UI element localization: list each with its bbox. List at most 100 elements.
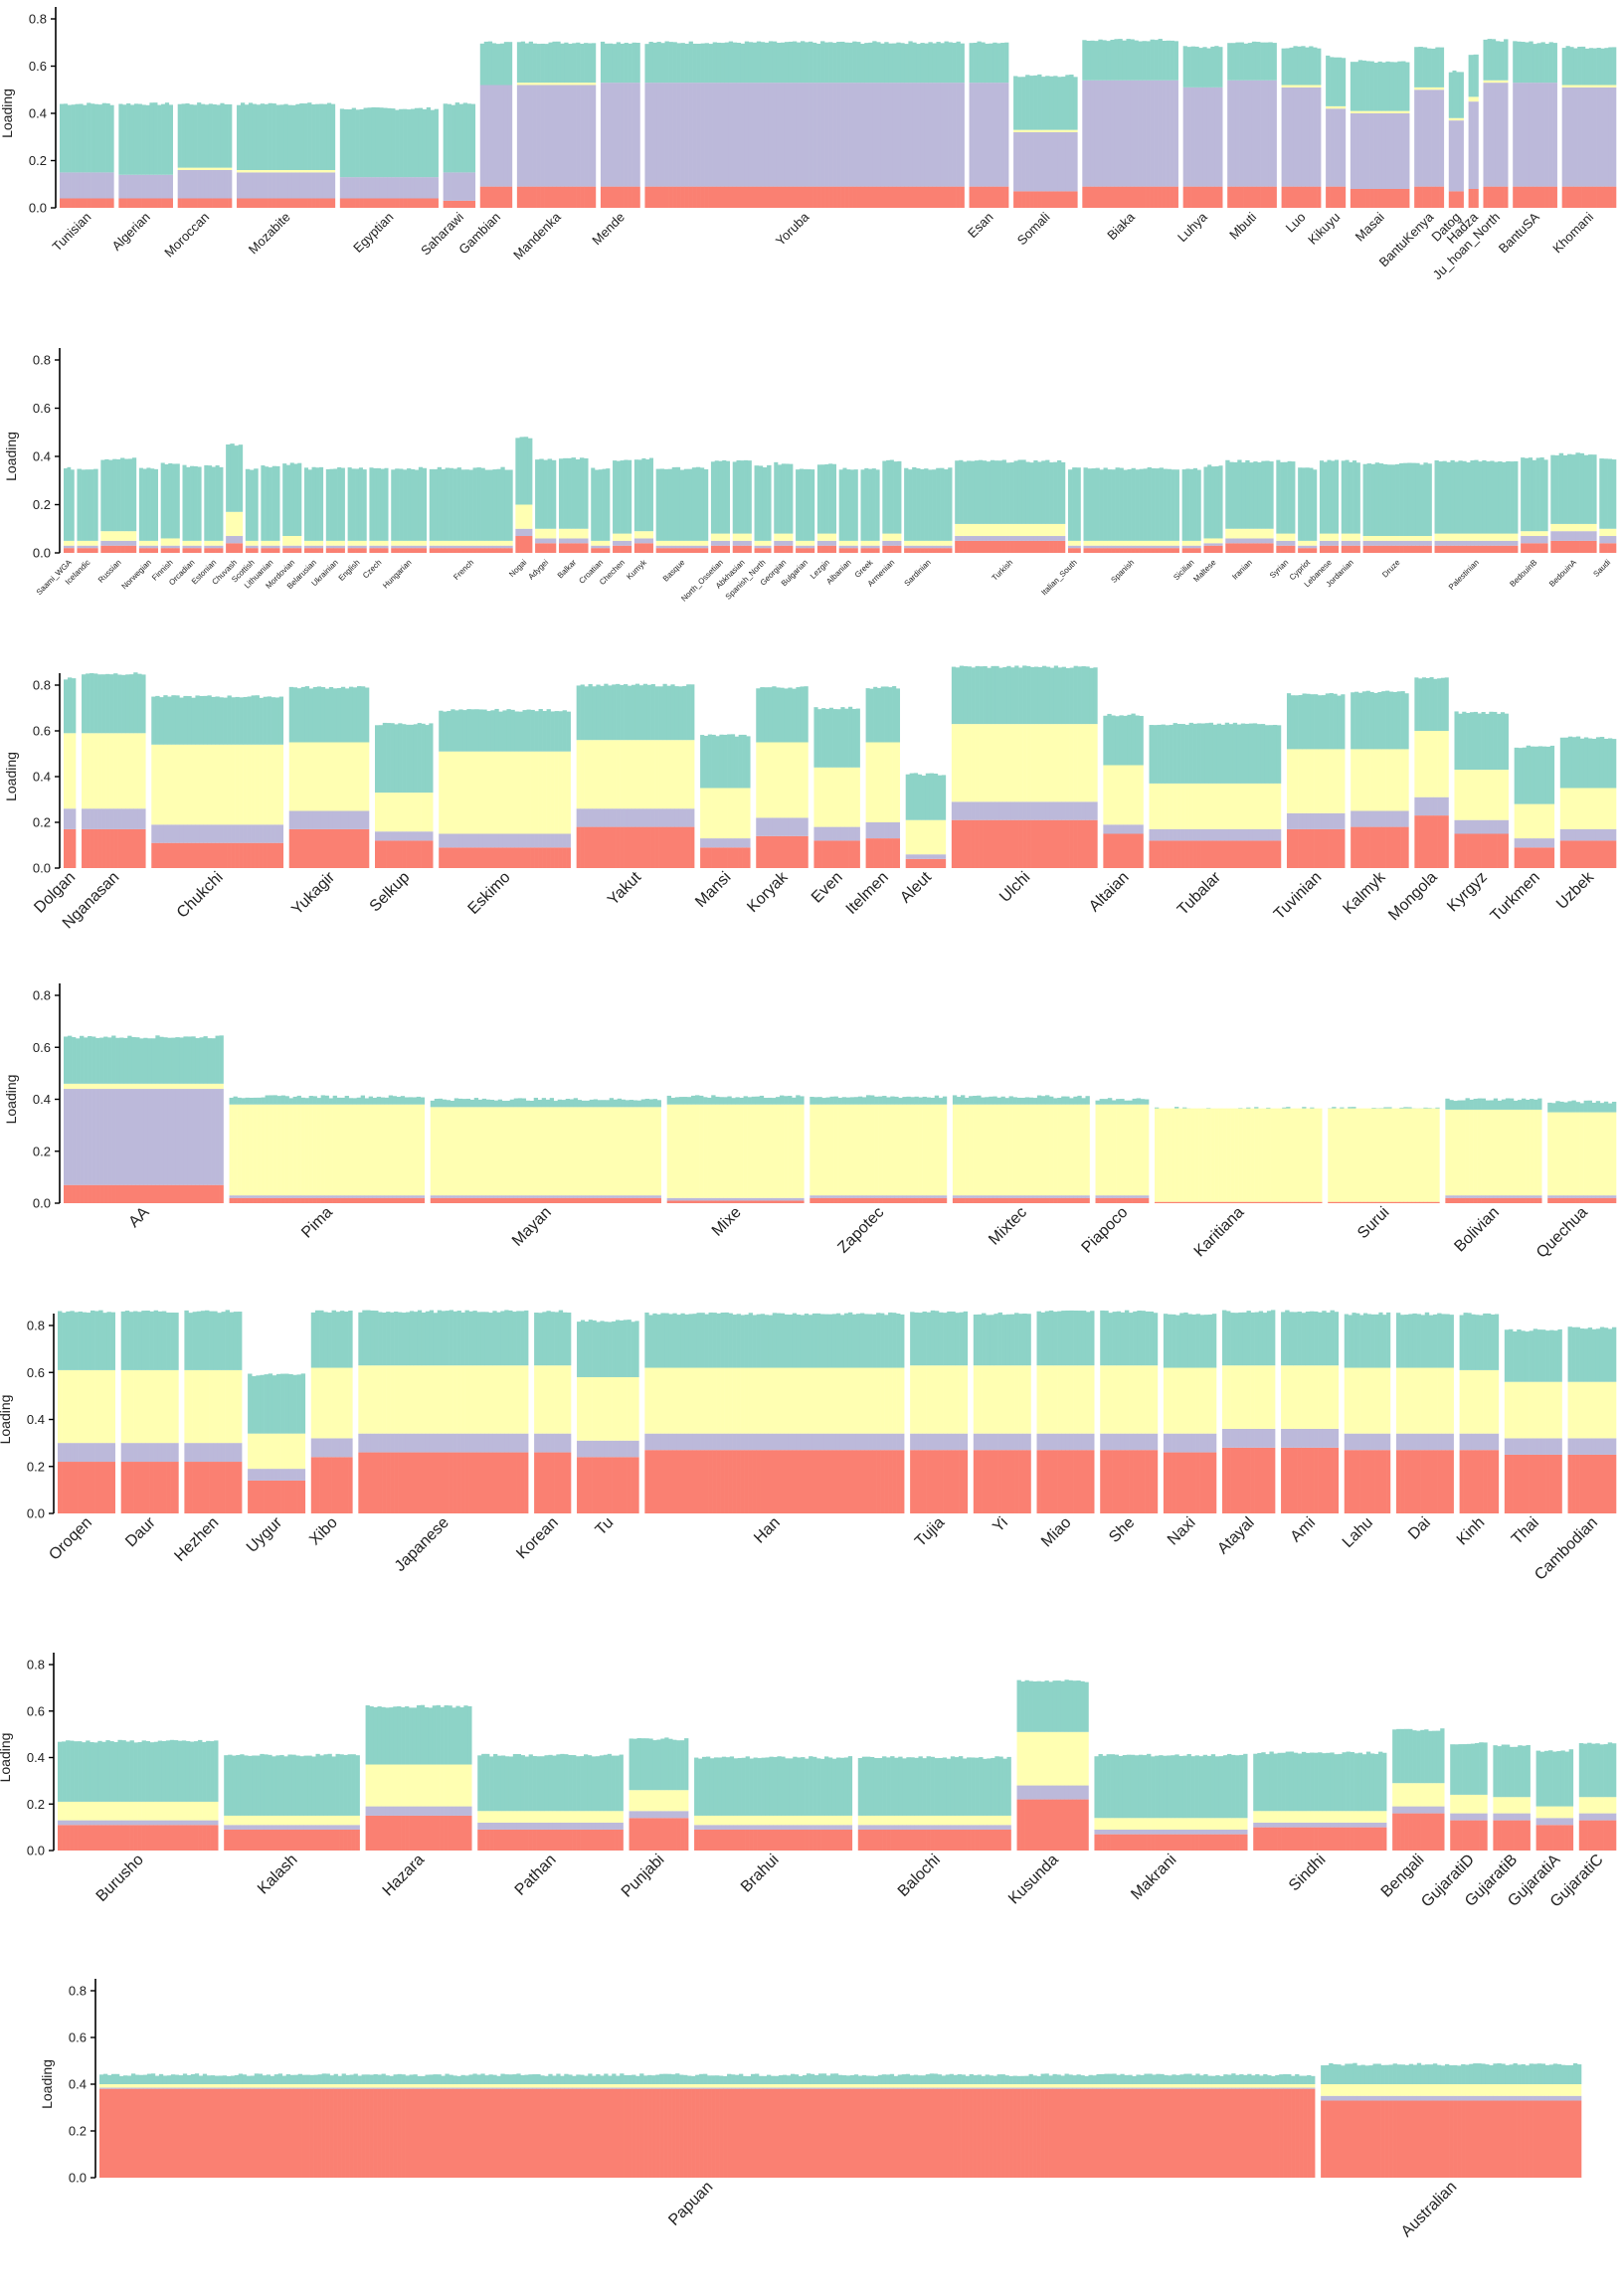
bar-segment-teal	[1521, 42, 1525, 83]
bar-segment-yellow	[1330, 749, 1334, 812]
bar-segment-red	[219, 548, 223, 553]
bar-segment-teal	[178, 104, 182, 168]
bar-segment-purple	[389, 1195, 393, 1198]
bar-segment-yellow	[103, 1084, 107, 1089]
bar-segment-yellow	[384, 541, 388, 546]
bar-segment-red	[592, 187, 596, 208]
bar-segment-teal	[361, 686, 365, 742]
bar-segment-purple	[1397, 811, 1401, 827]
bar-segment-teal	[1608, 458, 1612, 528]
bar-segment-purple	[687, 1198, 691, 1201]
bar-segment-purple	[614, 1195, 618, 1198]
bar-segment-teal	[1367, 463, 1371, 536]
bar-segment-teal	[375, 725, 379, 793]
bar-segment-purple	[448, 172, 451, 201]
bar-segment-red	[1458, 546, 1462, 553]
bar-segment-purple	[1414, 797, 1418, 815]
bar-segment-teal	[1337, 696, 1341, 750]
y-tick-label: 0.2	[33, 497, 51, 512]
bar-segment-purple	[337, 1195, 341, 1198]
bar-segment-teal	[1088, 468, 1092, 541]
bar-segment-red	[201, 199, 205, 209]
bar-segment-yellow	[249, 170, 253, 172]
bar-segment-red	[763, 548, 767, 553]
bar-segment-red	[141, 829, 145, 868]
bar-segment-red	[1148, 548, 1152, 553]
bar-segment-yellow	[537, 83, 541, 85]
bar-segment-purple	[364, 177, 368, 198]
bar-segment-purple	[391, 177, 395, 198]
bar-segment-red	[588, 187, 592, 208]
bar-segment-red	[198, 548, 202, 553]
bar-segment-red	[72, 829, 76, 868]
bar-segment-red	[1010, 820, 1014, 868]
bar-segment-teal	[1405, 63, 1409, 111]
bar-segment-yellow	[1494, 534, 1498, 541]
bar-segment-teal	[82, 469, 86, 541]
bar-segment-teal	[759, 465, 763, 540]
bar-segment-teal	[131, 1037, 135, 1084]
bar-segment-purple	[161, 175, 165, 199]
bar-segment-red	[980, 820, 984, 868]
bar-segment-teal	[839, 469, 843, 541]
bar-segment-teal	[510, 1100, 514, 1108]
bar-segment-purple	[892, 83, 896, 187]
bar-segment-purple	[559, 538, 563, 543]
bar-segment-purple	[201, 170, 205, 199]
bar-segment-red	[559, 543, 563, 553]
bar-segment-yellow	[1563, 524, 1567, 531]
bar-segment-yellow	[193, 168, 197, 170]
bar-segment-teal	[454, 1098, 458, 1107]
bar-segment-red	[1401, 189, 1405, 208]
bar-segment-purple	[983, 536, 987, 541]
bar-segment-purple	[596, 808, 600, 826]
bar-segment-yellow	[932, 541, 936, 546]
bar-segment-red	[524, 536, 528, 553]
bar-segment-purple	[413, 1195, 417, 1198]
bar-segment-yellow	[1144, 541, 1148, 546]
bar-segment-teal	[250, 470, 254, 541]
bar-segment-purple	[1119, 824, 1123, 833]
bar-segment-teal	[1170, 725, 1173, 784]
bar-segment-red	[955, 541, 959, 553]
bar-segment-yellow	[639, 740, 643, 808]
bar-segment-purple	[249, 172, 253, 198]
bar-segment-yellow	[232, 745, 236, 825]
bar-segment-red	[936, 187, 940, 208]
bar-segment-yellow	[301, 1105, 305, 1195]
bar-segment-yellow	[353, 743, 357, 811]
bar-segment-teal	[1299, 695, 1303, 749]
bar-segment-teal	[1041, 77, 1045, 130]
bar-segment-teal	[132, 457, 136, 531]
bar-segment-yellow	[1466, 770, 1470, 820]
bar-segment-yellow	[653, 1107, 657, 1195]
bar-segment-red	[317, 1198, 321, 1203]
bar-segment-red	[805, 187, 809, 208]
bar-segment-red	[1092, 548, 1096, 553]
bar-segment-purple	[275, 824, 279, 842]
bar-segment-teal	[1397, 691, 1401, 749]
bar-segment-teal	[325, 689, 329, 743]
bar-segment-red	[439, 847, 443, 868]
bar-segment-teal	[171, 1038, 175, 1084]
bar-segment-red	[510, 847, 514, 868]
bar-segment-purple	[268, 824, 271, 842]
bar-segment-teal	[701, 44, 705, 83]
category-label: Mandenka	[510, 209, 564, 263]
bar-segment-yellow	[647, 740, 651, 808]
bar-group-ulchi: Ulchi	[952, 665, 1098, 906]
bar-segment-teal	[1427, 463, 1431, 536]
bar-segment-teal	[353, 1098, 357, 1104]
bar-segment-yellow	[538, 1107, 542, 1195]
bar-segment-yellow	[506, 1107, 510, 1195]
bar-segment-purple	[1427, 89, 1432, 186]
bar-segment-purple	[1449, 120, 1453, 191]
bar-segment-yellow	[391, 541, 395, 546]
bar-segment-red	[203, 1185, 207, 1203]
bar-segment-yellow	[606, 1107, 610, 1195]
bar-segment-purple	[817, 541, 821, 546]
bar-segment-red	[1111, 834, 1115, 869]
bar-segment-purple	[682, 808, 686, 826]
bar-segment-yellow	[1111, 766, 1115, 825]
bar-segment-purple	[345, 1195, 349, 1198]
